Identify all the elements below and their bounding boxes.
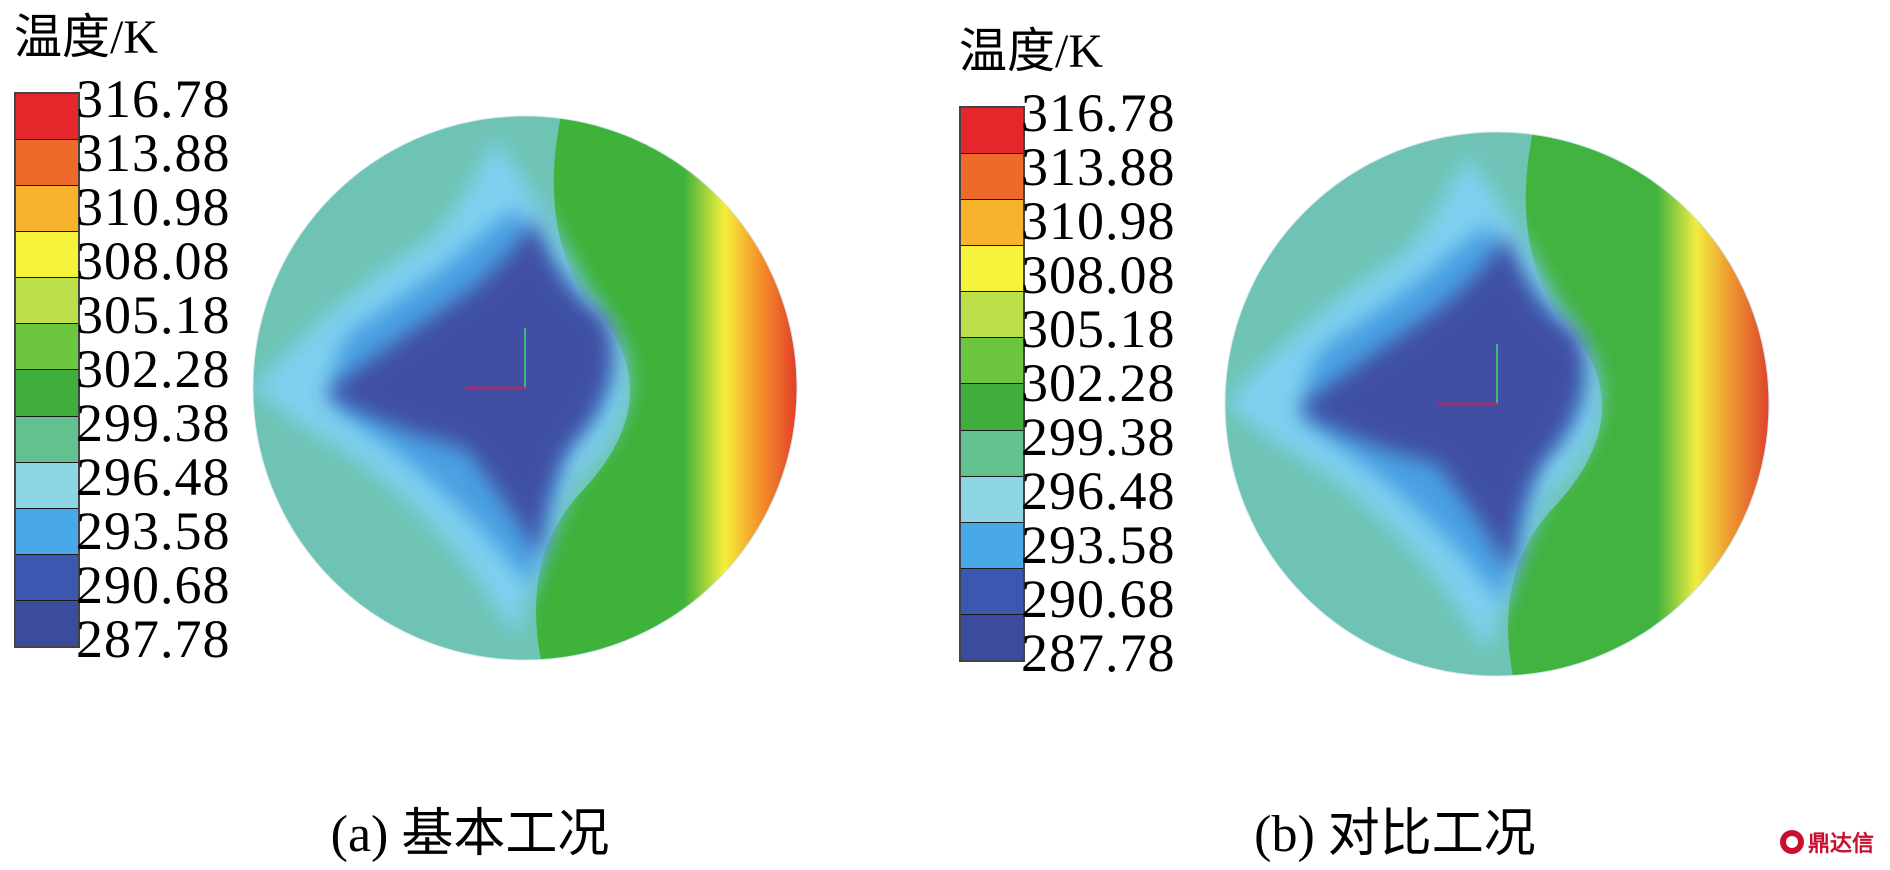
legend-band <box>16 324 78 371</box>
legend-band <box>16 278 78 325</box>
legend-tick-label: 287.78 <box>1021 623 1176 683</box>
legend-band <box>961 476 1023 523</box>
legend-band <box>961 384 1023 431</box>
legend-tick-label: 296.48 <box>1021 461 1176 521</box>
legend-band <box>16 554 78 601</box>
temperature-contour-disc <box>252 115 798 661</box>
legend-tick-label: 287.78 <box>76 609 231 669</box>
legend-tick-label: 313.88 <box>1021 137 1176 197</box>
legend-band <box>16 416 78 463</box>
watermark: 鼎达信 <box>1779 826 1874 858</box>
legend-band <box>16 600 78 646</box>
legend-tick-label: 308.08 <box>76 231 231 291</box>
color-legend-bar <box>14 92 80 648</box>
temperature-contour-disc <box>1224 131 1770 677</box>
axis-triad-icon <box>465 328 526 390</box>
panel-b: 温度/K 316.78 313.88 310.98 308.08 305.18 302.2… <box>945 0 1890 870</box>
legend-tick-label: 305.18 <box>1021 299 1176 359</box>
legend-band <box>961 154 1023 201</box>
legend-tick-label: 293.58 <box>76 501 231 561</box>
legend-band <box>961 338 1023 385</box>
legend-tick-label: 302.28 <box>1021 353 1176 413</box>
legend-tick-label: 299.38 <box>1021 407 1176 467</box>
legend-tick-label: 310.98 <box>1021 191 1176 251</box>
legend-band <box>961 614 1023 660</box>
legend-band <box>961 430 1023 477</box>
legend-tick-label: 316.78 <box>76 69 231 129</box>
legend-unit-title: 温度/K <box>959 25 1104 78</box>
legend-unit-title: 温度/K <box>14 11 159 64</box>
legend-tick-label: 313.88 <box>76 123 231 183</box>
brand-logo-icon <box>1779 830 1804 854</box>
legend-tick-label: 316.78 <box>1021 83 1176 143</box>
panel-a: 温度/K 316.78 313.88 310.98 308.08 305.18 302.2… <box>14 11 798 863</box>
legend-band <box>961 246 1023 293</box>
legend-tick-label: 293.58 <box>1021 515 1176 575</box>
legend-band <box>961 568 1023 615</box>
legend-tick-label: 299.38 <box>76 393 231 453</box>
disc-outline <box>252 115 798 661</box>
legend-band <box>16 94 78 141</box>
legend-band <box>961 522 1023 569</box>
legend-tick-label: 290.68 <box>1021 569 1176 629</box>
watermark-text: 鼎达信 <box>1807 832 1874 857</box>
legend-tick-label: 290.68 <box>76 555 231 615</box>
legend-band <box>16 462 78 509</box>
legend-tick-label: 305.18 <box>76 285 231 345</box>
legend-band <box>961 108 1023 155</box>
legend-band <box>16 370 78 417</box>
legend-tick-label: 302.28 <box>76 339 231 399</box>
legend-band <box>16 186 78 233</box>
legend-band <box>961 292 1023 339</box>
legend-band <box>16 508 78 555</box>
disc-outline <box>1224 131 1770 677</box>
legend-tick-label: 308.08 <box>1021 245 1176 305</box>
legend-band <box>961 200 1023 247</box>
panel-caption: (b) 对比工况 <box>1254 806 1536 863</box>
legend-tick-label: 296.48 <box>76 447 231 507</box>
hot-region <box>536 116 797 660</box>
legend-band <box>16 232 78 279</box>
color-legend-bar <box>959 106 1025 662</box>
panel-caption: (a) 基本工况 <box>330 806 610 863</box>
legend-band <box>16 140 78 187</box>
hot-region <box>1508 132 1769 676</box>
axis-triad-icon <box>1437 344 1498 406</box>
legend-tick-label: 310.98 <box>76 177 231 237</box>
